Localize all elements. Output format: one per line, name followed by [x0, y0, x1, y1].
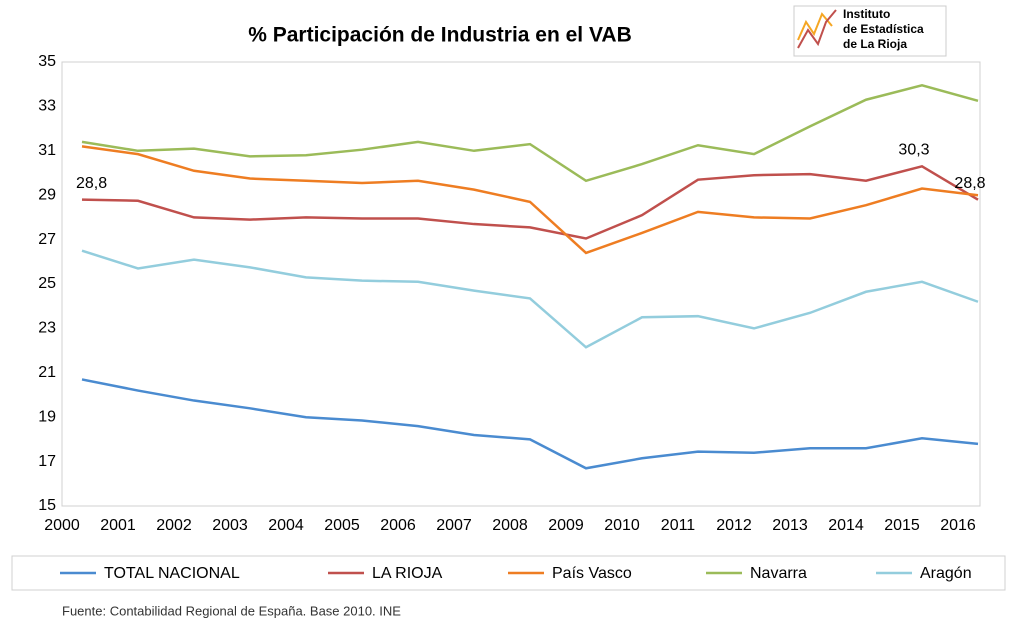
chart-title: % Participación de Industria en el VAB: [248, 24, 632, 47]
series-line: [81, 145, 979, 255]
data-label: 28,8: [76, 175, 107, 192]
x-tick-label: 2002: [156, 517, 192, 534]
y-tick-label: 25: [38, 275, 56, 292]
x-tick-label: 2005: [324, 517, 360, 534]
x-tick-label: 2011: [661, 517, 696, 534]
y-tick-label: 27: [38, 231, 56, 248]
logo: Instituto de Estadística de La Rioja: [793, 5, 947, 57]
series-line: [81, 378, 979, 470]
source: Fuente: Contabilidad Regional de España.…: [62, 603, 401, 618]
logo-text: Instituto: [843, 7, 890, 21]
x-tick-label: 2013: [772, 517, 808, 534]
x-tick-label: 2004: [268, 517, 304, 534]
x-tick-label: 2003: [212, 517, 248, 534]
y-tick-label: 23: [38, 320, 56, 337]
y-tick-label: 35: [38, 53, 56, 70]
logo-box: [793, 5, 947, 57]
legend-label: TOTAL NACIONAL: [104, 565, 240, 582]
x-tick-label: 2009: [548, 517, 584, 534]
data-label: 28,8: [954, 175, 985, 192]
x-tick-label: 2012: [716, 517, 752, 534]
x-tick-label: 2001: [100, 517, 136, 534]
x-tick-label: 2014: [828, 517, 864, 534]
y-tick-label: 19: [38, 408, 56, 425]
x-tick-label: 2010: [604, 517, 640, 534]
y-tick-label: 15: [38, 497, 56, 514]
y-tick-label: 31: [38, 142, 56, 159]
y-tick-label: 17: [38, 453, 56, 470]
y-tick-label: 21: [38, 364, 56, 381]
legend-label: LA RIOJA: [372, 565, 443, 582]
x-tick-label: 2008: [492, 517, 528, 534]
legend-label: Navarra: [750, 565, 807, 582]
legend-label: País Vasco: [552, 565, 632, 582]
x-tick-label: 2000: [44, 517, 80, 534]
logo-text: de La Rioja: [843, 37, 907, 51]
data-label: 30,3: [898, 142, 929, 159]
logo-icon: [797, 12, 833, 41]
series-line: [81, 84, 979, 183]
x-tick-label: 2006: [380, 517, 416, 534]
x-tick-label: 2007: [436, 517, 472, 534]
x-tick-label: 2016: [940, 517, 976, 534]
series-line: [81, 249, 979, 349]
legend-label: Aragón: [920, 565, 972, 582]
y-tick-label: 33: [38, 98, 56, 115]
logo-text: de Estadística: [843, 22, 924, 36]
series-line: [81, 164, 979, 240]
plot-border: [61, 61, 981, 507]
y-tick-label: 29: [38, 186, 56, 203]
x-tick-label: 2015: [884, 517, 920, 534]
logo-icon: [797, 9, 837, 49]
